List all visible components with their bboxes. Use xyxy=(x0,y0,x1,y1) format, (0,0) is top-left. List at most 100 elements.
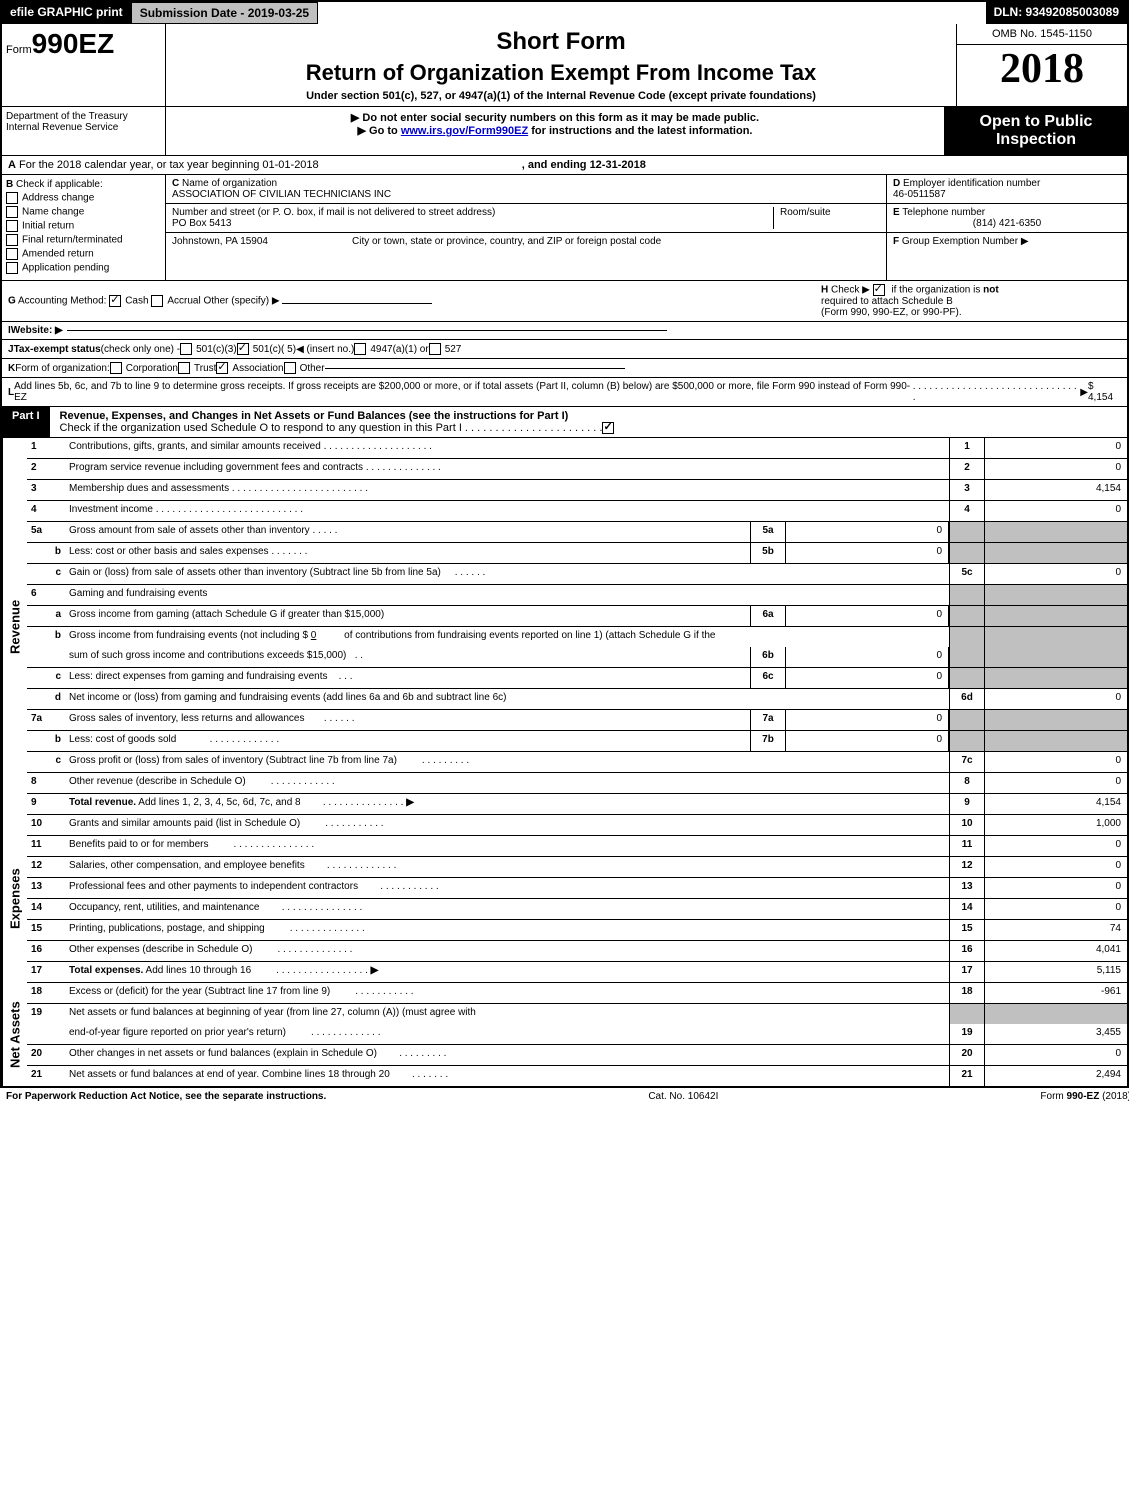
amended-option[interactable]: Amended return xyxy=(6,248,161,260)
pending-option[interactable]: Application pending xyxy=(6,262,161,274)
subtitle: Under section 501(c), 527, or 4947(a)(1)… xyxy=(170,90,952,102)
dept-row: Department of the Treasury Internal Reve… xyxy=(2,107,1127,156)
dept-cell: Department of the Treasury Internal Reve… xyxy=(2,107,166,155)
final-checkbox[interactable] xyxy=(6,234,18,246)
cash-checkbox[interactable] xyxy=(109,295,121,307)
line-1: 1 Contributions, gifts, grants, and simi… xyxy=(27,438,1127,459)
501c-checkbox[interactable] xyxy=(237,343,249,355)
line-4: 4 Investment income . . . . . . . . . . … xyxy=(27,501,1127,522)
corp-checkbox[interactable] xyxy=(110,362,122,374)
amended-checkbox[interactable] xyxy=(6,248,18,260)
info-right: D Employer identification number 46-0511… xyxy=(886,175,1127,280)
header-row: Form990EZ Short Form Return of Organizat… xyxy=(2,24,1127,107)
h-text1: Check ▶ xyxy=(831,285,870,296)
omb-number: OMB No. 1545-1150 xyxy=(957,24,1127,45)
ein-label: Employer identification number xyxy=(903,178,1040,189)
line-17: 17 Total expenses. Add lines 10 through … xyxy=(27,962,1127,983)
name-change-checkbox[interactable] xyxy=(6,206,18,218)
label-a: A xyxy=(8,159,16,171)
4947-checkbox[interactable] xyxy=(354,343,366,355)
section-b: B Check if applicable: Address change Na… xyxy=(2,175,166,280)
line-8: 8 Other revenue (describe in Schedule O)… xyxy=(27,773,1127,794)
city-value: Johnstown, PA 15904 xyxy=(172,236,352,247)
header-right: OMB No. 1545-1150 2018 xyxy=(956,24,1127,106)
line-11: 11 Benefits paid to or for members . . .… xyxy=(27,836,1127,857)
other-specify-line xyxy=(282,303,432,304)
section-a-ending: , and ending 12-31-2018 xyxy=(522,159,646,171)
line-18: 18 Excess or (deficit) for the year (Sub… xyxy=(27,983,1127,1004)
line-14: 14 Occupancy, rent, utilities, and maint… xyxy=(27,899,1127,920)
addr-change-checkbox[interactable] xyxy=(6,192,18,204)
section-a-text: For the 2018 calendar year, or tax year … xyxy=(19,159,319,171)
initial-checkbox[interactable] xyxy=(6,220,18,232)
other-org-checkbox[interactable] xyxy=(284,362,296,374)
assoc-label: Association xyxy=(232,363,283,374)
line-9: 9 Total revenue. Add lines 1, 2, 3, 4, 5… xyxy=(27,794,1127,815)
section-g-h: G Accounting Method: Cash Accrual Other … xyxy=(2,281,1127,322)
form-ref: Form 990-EZ (2018) xyxy=(1040,1091,1129,1102)
527-checkbox[interactable] xyxy=(429,343,441,355)
footer: For Paperwork Reduction Act Notice, see … xyxy=(0,1088,1129,1105)
cash-label: Cash xyxy=(125,296,148,307)
section-k: K Form of organization: Corporation Trus… xyxy=(2,359,1127,378)
line-6c: c Less: direct expenses from gaming and … xyxy=(27,668,1127,689)
corp-label: Corporation xyxy=(126,363,178,374)
acct-method-label: Accounting Method: xyxy=(18,296,106,307)
501c-label: 501(c)( 5) xyxy=(253,344,296,355)
insert-no: ◀ (insert no.) xyxy=(296,344,354,355)
instr2-post: for instructions and the latest informat… xyxy=(528,125,752,137)
line-6b-2: sum of such gross income and contributio… xyxy=(27,647,1127,668)
city-row: Johnstown, PA 15904 City or town, state … xyxy=(166,233,886,250)
line-7b: b Less: cost of goods sold . . . . . . .… xyxy=(27,731,1127,752)
initial-option[interactable]: Initial return xyxy=(6,220,161,232)
label-f: F xyxy=(893,236,899,247)
return-title: Return of Organization Exempt From Incom… xyxy=(170,60,952,86)
revenue-side-label: Revenue xyxy=(2,438,27,815)
j-text: Tax-exempt status xyxy=(14,344,101,355)
other-org-label: Other xyxy=(300,363,325,374)
section-j: J Tax-exempt status (check only one) - 5… xyxy=(2,340,1127,359)
accrual-checkbox[interactable] xyxy=(151,295,163,307)
pending-checkbox[interactable] xyxy=(6,262,18,274)
paperwork-notice: For Paperwork Reduction Act Notice, see … xyxy=(6,1091,326,1102)
line-7c: c Gross profit or (loss) from sales of i… xyxy=(27,752,1127,773)
addr-change-option[interactable]: Address change xyxy=(6,192,161,204)
label-c: C xyxy=(172,178,179,189)
label-b: B xyxy=(6,179,13,190)
form-container: efile GRAPHIC print Submission Date - 20… xyxy=(0,0,1129,1088)
l-text: Add lines 5b, 6c, and 7b to line 9 to de… xyxy=(14,381,913,403)
open-public-cell: Open to Public Inspection xyxy=(944,107,1127,155)
group-arrow: ▶ xyxy=(1021,236,1029,247)
city-label: City or town, state or province, country… xyxy=(352,236,661,247)
org-name: ASSOCIATION OF CIVILIAN TECHNICIANS INC xyxy=(172,189,880,200)
ein-value: 46-0511587 xyxy=(893,189,1121,200)
top-bar: efile GRAPHIC print Submission Date - 20… xyxy=(2,2,1127,24)
room-label: Room/suite xyxy=(773,207,880,229)
section-f: F Group Exemption Number ▶ xyxy=(887,233,1127,250)
irs-link[interactable]: www.irs.gov/Form990EZ xyxy=(401,125,528,137)
org-name-label: Name of organization xyxy=(182,178,277,189)
revenue-section: Revenue 1 Contributions, gifts, grants, … xyxy=(2,438,1127,815)
expenses-section: Expenses 10 Grants and similar amounts p… xyxy=(2,815,1127,983)
part1-check-text: Check if the organization used Schedule … xyxy=(60,422,462,434)
section-c: C Name of organization ASSOCIATION OF CI… xyxy=(166,175,886,280)
trust-checkbox[interactable] xyxy=(178,362,190,374)
part1-title: Revenue, Expenses, and Changes in Net As… xyxy=(50,407,665,437)
part1-header: Part I Revenue, Expenses, and Changes in… xyxy=(2,407,1127,438)
h-checkbox[interactable] xyxy=(873,284,885,296)
line-21: 21 Net assets or fund balances at end of… xyxy=(27,1066,1127,1086)
inspection-text: Inspection xyxy=(951,131,1121,149)
cat-no: Cat. No. 10642I xyxy=(648,1091,718,1102)
line-5c: c Gain or (loss) from sale of assets oth… xyxy=(27,564,1127,585)
line-6: 6 Gaming and fundraising events xyxy=(27,585,1127,606)
line-20: 20 Other changes in net assets or fund b… xyxy=(27,1045,1127,1066)
final-option[interactable]: Final return/terminated xyxy=(6,234,161,246)
assoc-checkbox[interactable] xyxy=(216,362,228,374)
instruction-1: ▶ Do not enter social security numbers o… xyxy=(170,111,940,124)
dept-treasury: Department of the Treasury xyxy=(6,111,161,122)
501c3-checkbox[interactable] xyxy=(180,343,192,355)
name-change-option[interactable]: Name change xyxy=(6,206,161,218)
street-value: PO Box 5413 xyxy=(172,218,773,229)
label-d: D xyxy=(893,178,900,189)
schedule-o-checkbox[interactable] xyxy=(602,422,614,434)
